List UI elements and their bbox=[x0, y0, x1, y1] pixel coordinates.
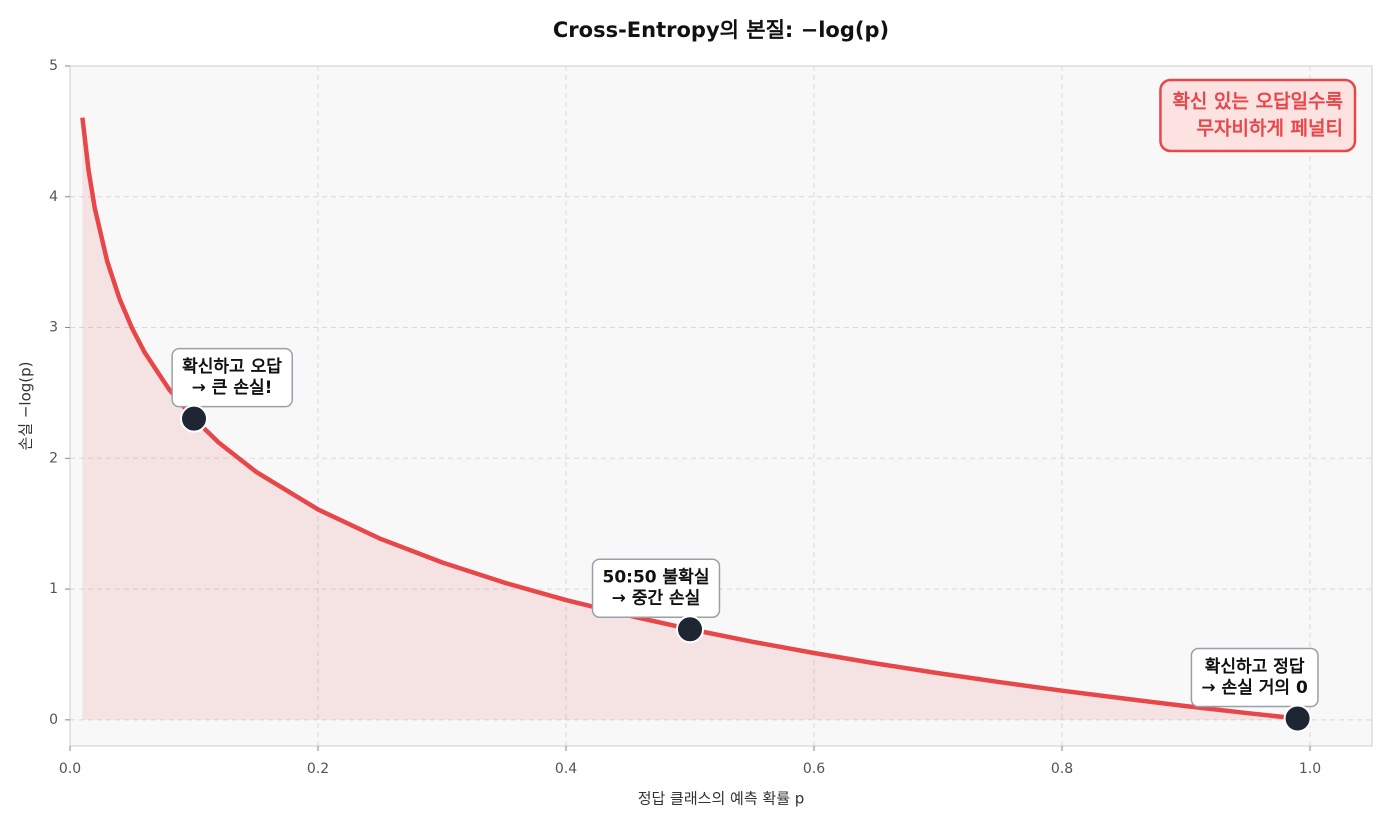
annotation-box bbox=[1190, 647, 1319, 708]
y-tick-label: 0 bbox=[49, 712, 58, 728]
y-tick-label: 5 bbox=[49, 58, 58, 74]
area bbox=[82, 117, 1298, 720]
marker bbox=[180, 404, 208, 433]
annotation-text: 50:50 불확실 bbox=[603, 568, 710, 588]
note-text: 확신 있는 오답일수록 bbox=[1172, 90, 1343, 113]
x-tick-label: 0.6 bbox=[803, 761, 825, 777]
annotation-text: → 큰 손실! bbox=[192, 378, 273, 398]
y-tick-label: 3 bbox=[49, 320, 58, 336]
x-tick-label: 1.0 bbox=[1299, 761, 1321, 777]
annotation-text: 확신하고 오답 bbox=[182, 357, 282, 377]
y-tick-label: 1 bbox=[49, 581, 58, 597]
y-axis-label: 손실 −log(p) bbox=[17, 361, 35, 450]
marker bbox=[1283, 704, 1312, 733]
plot-frame bbox=[69, 65, 1373, 747]
annotation: 확신하고 정답→ 손실 거의 0 bbox=[1190, 647, 1319, 708]
y-tick-label: 2 bbox=[49, 450, 58, 466]
chart-title: Cross-Entropy의 본질: −log(p) bbox=[553, 18, 889, 42]
x-axis-label: 정답 클래스의 예측 확률 p bbox=[638, 790, 805, 808]
annotation-text: → 손실 거의 0 bbox=[1201, 678, 1308, 698]
note-text: 무자비하게 페널티 bbox=[1197, 118, 1343, 140]
annotation-box bbox=[171, 347, 293, 408]
annotation: 확신하고 오답→ 큰 손실! bbox=[171, 347, 293, 408]
annotation-box bbox=[591, 558, 721, 618]
x-tick-label: 0.4 bbox=[555, 761, 577, 777]
y-tick-label: 4 bbox=[49, 189, 58, 205]
annotation-text: → 중간 손실 bbox=[612, 589, 701, 609]
note-box bbox=[1159, 78, 1357, 153]
marker bbox=[676, 615, 704, 644]
x-tick-label: 0.8 bbox=[1051, 761, 1073, 777]
line bbox=[80, 117, 1298, 721]
x-tick-label: 0.0 bbox=[59, 761, 81, 777]
x-tick-label: 0.2 bbox=[307, 761, 329, 777]
annotation: 50:50 불확실→ 중간 손실 bbox=[591, 558, 721, 618]
annotation-text: 확신하고 정답 bbox=[1205, 657, 1305, 677]
